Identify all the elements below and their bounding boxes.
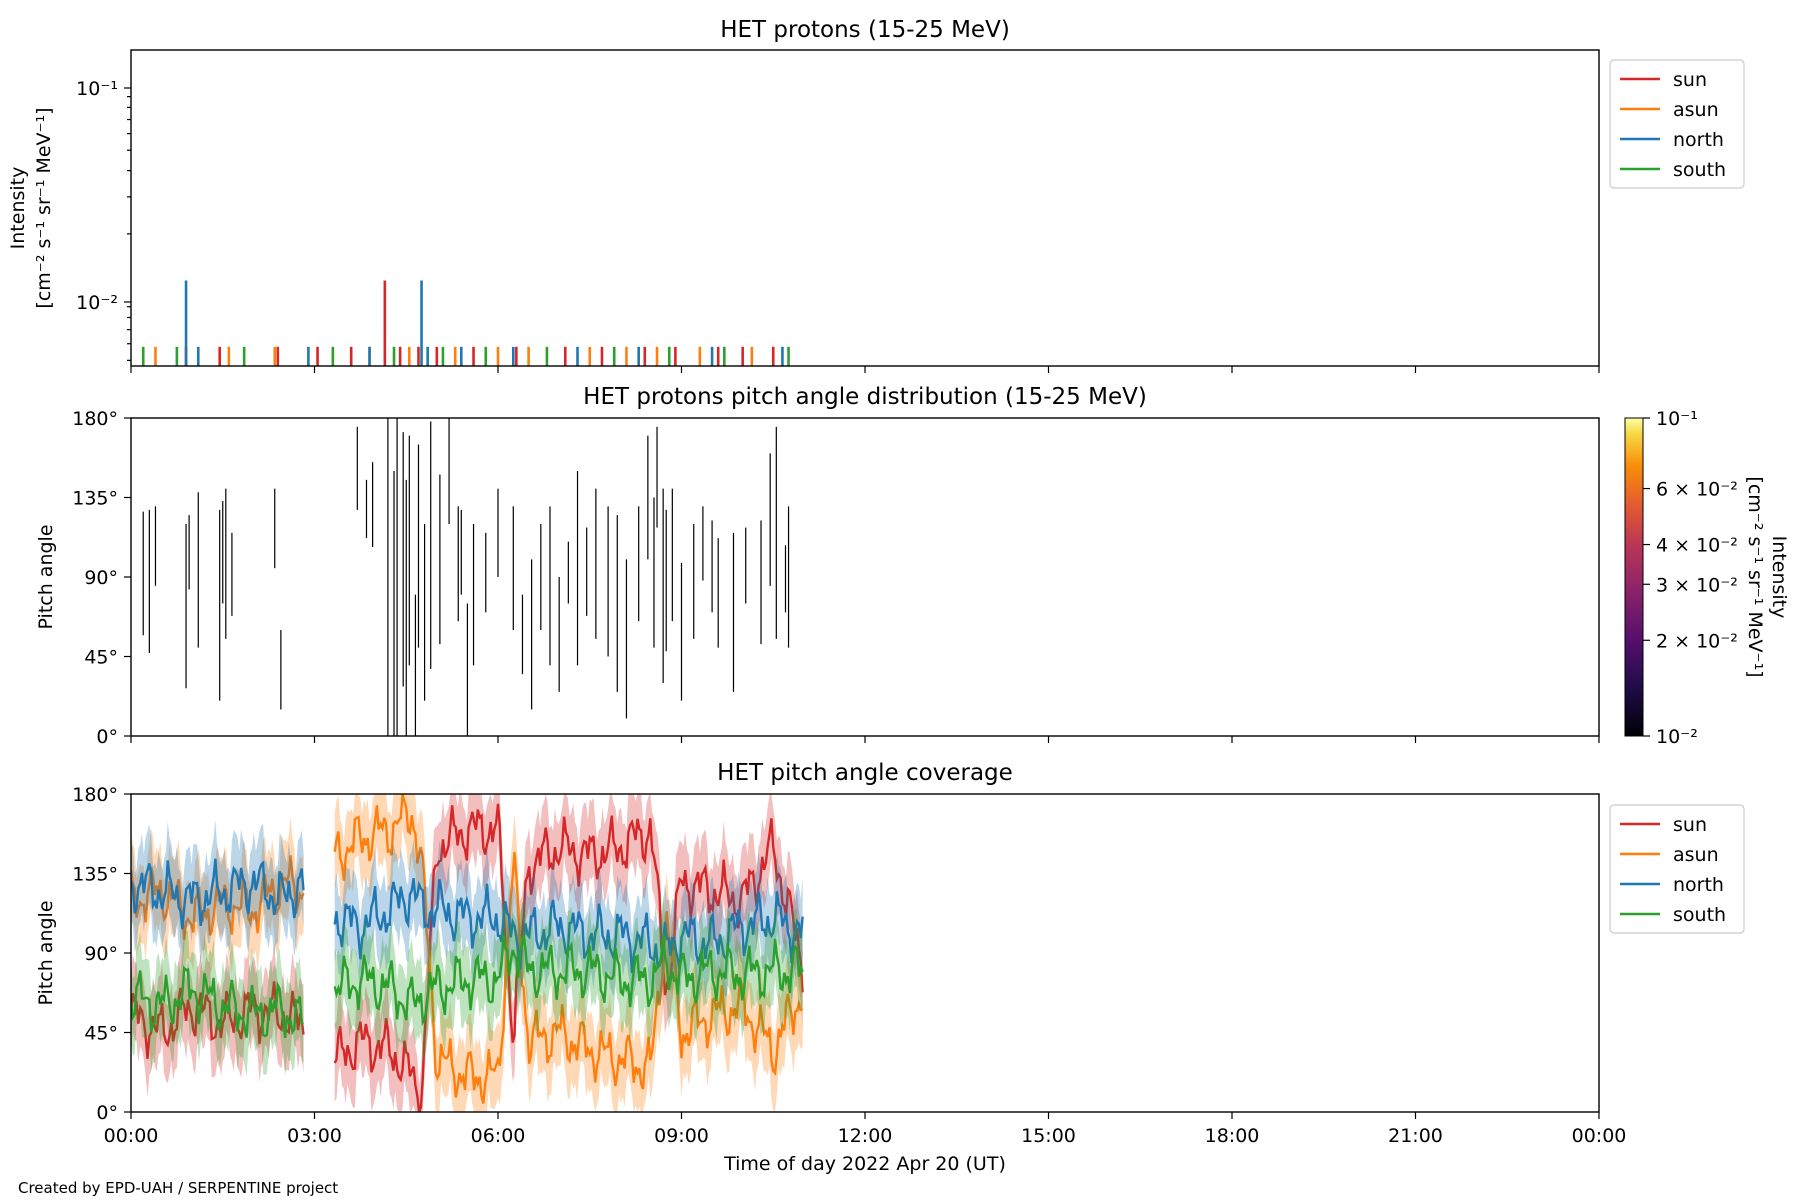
x-tick-label: 00:00 <box>104 1125 159 1147</box>
legend-label-asun: asun <box>1673 844 1719 866</box>
panel3-ylabel: Pitch angle <box>35 900 57 1005</box>
x-tick-label: 09:00 <box>654 1125 709 1147</box>
colorbar-gradient <box>1624 417 1644 737</box>
x-tick-label: 21:00 <box>1388 1125 1443 1147</box>
panel1-y-axis: 10⁻¹ 10⁻² <box>76 78 131 314</box>
panel-intensity: HET protons (15-25 MeV) 10⁻¹ 10⁻² Intens… <box>7 17 1745 373</box>
legend-box <box>1609 59 1745 189</box>
panel2-frame <box>130 417 1600 737</box>
panel2-y-axis: 0° 45° 90° 135° 180° <box>72 408 131 748</box>
x-tick-label: 06:00 <box>471 1125 526 1147</box>
panel1-plot-area <box>141 280 790 366</box>
y-tick-label: 0° <box>96 726 118 748</box>
x-axis-label: Time of day 2022 Apr 20 (UT) <box>723 1153 1006 1175</box>
panel1-title: HET protons (15-25 MeV) <box>720 17 1010 43</box>
y-tick-label: 45° <box>84 1023 118 1045</box>
line-south <box>131 965 304 1039</box>
colorbar: 10⁻¹ 6 × 10⁻² 4 × 10⁻² 3 × 10⁻² 2 × 10⁻² 10⁻²… <box>1624 408 1790 748</box>
panel3-title: HET pitch angle coverage <box>717 760 1013 786</box>
y-tick-label: 90° <box>84 567 118 589</box>
x-tick-label: 03:00 <box>287 1125 342 1147</box>
panel-pitch-angle-coverage: HET pitch angle coverage 0° 45° 90° 135° 180… <box>35 760 1745 1175</box>
y-tick-label: 90° <box>84 943 118 965</box>
legend-label-sun: sun <box>1673 69 1707 91</box>
y-tick-label: 180° <box>72 784 118 806</box>
colorbar-ticks: 10⁻¹ 6 × 10⁻² 4 × 10⁻² 3 × 10⁻² 2 × 10⁻² 10⁻² <box>1643 408 1738 748</box>
panel1-x-ticks <box>130 366 1600 373</box>
x-tick-label: 12:00 <box>838 1125 893 1147</box>
colorbar-tick-label: 3 × 10⁻² <box>1656 574 1738 596</box>
y-tick-label: 0° <box>96 1102 118 1124</box>
panel1-yunit: [cm⁻² s⁻¹ sr⁻¹ MeV⁻¹] <box>33 107 55 308</box>
colorbar-tick-label: 6 × 10⁻² <box>1656 479 1738 501</box>
panel1-ylabel: Intensity <box>7 167 29 250</box>
x-tick-label: 00:00 <box>1572 1125 1627 1147</box>
y-tick-label: 135° <box>72 488 118 510</box>
legend-label-north: north <box>1673 129 1724 151</box>
colorbar-label: Intensity <box>1768 536 1790 619</box>
colorbar-tick-label: 2 × 10⁻² <box>1656 630 1738 652</box>
panel1-ytick-label: 10⁻² <box>76 292 118 314</box>
band-asun <box>334 794 803 1112</box>
line-south <box>333 934 804 1027</box>
legend-label-south: south <box>1673 904 1726 926</box>
band-south <box>334 895 803 1062</box>
y-tick-label: 45° <box>84 647 118 669</box>
y-tick-label: 180° <box>72 408 118 430</box>
colorbar-tick-label: 10⁻² <box>1656 726 1698 748</box>
band-north <box>131 819 304 969</box>
panel1-minor-ticks <box>127 96 131 361</box>
panel1-frame <box>130 49 1600 367</box>
panel3-y-axis: 0° 45° 90° 135° 180° <box>72 784 131 1124</box>
line-north <box>333 878 804 974</box>
y-tick-label: 135° <box>72 864 118 886</box>
panel3-x-ticks: 00:00 03:00 06:00 09:00 12:00 15:00 18:00 21:00… <box>104 1112 1627 1147</box>
legend-label-sun: sun <box>1673 814 1707 836</box>
colorbar-tick-label: 10⁻¹ <box>1656 408 1698 430</box>
panel2-x-ticks <box>130 736 1600 743</box>
panel3-legend: sun asun north south <box>1609 804 1745 934</box>
panel1-ytick-label: 10⁻¹ <box>76 78 118 100</box>
line-asun <box>333 794 803 1104</box>
panel2-title: HET protons pitch angle distribution (15… <box>583 384 1147 410</box>
x-tick-label: 18:00 <box>1205 1125 1260 1147</box>
colorbar-unit: [cm⁻² s⁻¹ sr⁻¹ MeV⁻¹] <box>1744 476 1766 677</box>
legend-box <box>1609 804 1745 934</box>
colorbar-tick-label: 4 × 10⁻² <box>1656 535 1738 557</box>
panel-pitch-angle-distribution: HET protons pitch angle distribution (15… <box>35 384 1790 748</box>
band-south <box>131 929 304 1077</box>
panel2-plot-area <box>142 418 790 736</box>
legend-label-south: south <box>1673 159 1726 181</box>
line-north <box>131 858 305 930</box>
legend-label-north: north <box>1673 874 1724 896</box>
band-asun <box>131 816 304 979</box>
legend-label-asun: asun <box>1673 99 1719 121</box>
line-sun <box>333 803 804 1112</box>
panel1-legend: sun asun north south <box>1609 59 1745 189</box>
panel3-plot-area <box>131 794 804 1112</box>
x-tick-label: 15:00 <box>1021 1125 1076 1147</box>
panel2-ylabel: Pitch angle <box>35 524 57 629</box>
footer-credit: Created by EPD-UAH / SERPENTINE project <box>18 1179 338 1197</box>
